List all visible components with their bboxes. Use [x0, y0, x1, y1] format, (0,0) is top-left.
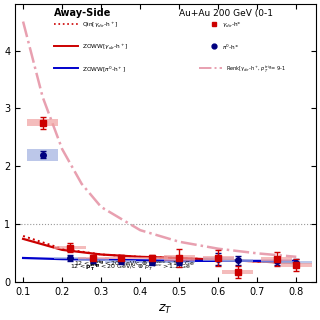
Bar — [261, 257, 292, 261]
Bar — [27, 119, 58, 126]
Bar — [27, 149, 58, 161]
Bar — [78, 257, 109, 259]
Bar — [281, 261, 312, 264]
Bar — [222, 259, 253, 262]
Bar — [164, 261, 195, 263]
Text: $\gamma_{dir}$-h$^{\pm}$: $\gamma_{dir}$-h$^{\pm}$ — [222, 20, 242, 30]
Text: $12 < \mathbf{p_T^{trig}} < 20$ GeV/c $\otimes$ $p_T^{assoc} > 1.2$ Ge: $12 < \mathbf{p_T^{trig}} < 20$ GeV/c $\… — [70, 262, 191, 273]
Bar — [203, 257, 234, 261]
Bar — [105, 257, 136, 259]
Text: Qin[$\gamma_{dir}$-h$^+$]: Qin[$\gamma_{dir}$-h$^+$] — [82, 20, 118, 30]
Bar — [136, 257, 167, 259]
Bar — [222, 269, 253, 274]
Text: $\pi^0$-h$^{\pm}$: $\pi^0$-h$^{\pm}$ — [222, 42, 240, 52]
Bar — [105, 260, 136, 263]
Bar — [78, 259, 109, 261]
Text: Renk[$\gamma_{dir}$-h$^+$, $p_T^{trig}$= 9-1: Renk[$\gamma_{dir}$-h$^+$, $p_T^{trig}$=… — [226, 64, 286, 75]
Text: ZOWW[$\gamma_{dir}$-h$^+$]: ZOWW[$\gamma_{dir}$-h$^+$] — [82, 43, 128, 52]
Bar — [261, 260, 292, 263]
Bar — [136, 261, 167, 263]
X-axis label: $z_T$: $z_T$ — [158, 303, 173, 316]
Bar — [203, 256, 234, 260]
Bar — [54, 257, 85, 260]
Bar — [54, 246, 85, 249]
Bar — [164, 255, 195, 261]
Bar — [281, 263, 312, 267]
Text: Au+Au 200 GeV (0-1: Au+Au 200 GeV (0-1 — [179, 9, 273, 18]
Text: $12 < \mathbf{p_T^{trig}} < 20$ GeV/c $\otimes$ $p_T^{assoc} > 1.2$ Ge: $12 < \mathbf{p_T^{trig}} < 20$ GeV/c $\… — [74, 258, 195, 270]
Text: ZOWW[$\pi^0$-h$^+$]: ZOWW[$\pi^0$-h$^+$] — [82, 65, 126, 74]
Text: Away-Side: Away-Side — [54, 8, 112, 18]
